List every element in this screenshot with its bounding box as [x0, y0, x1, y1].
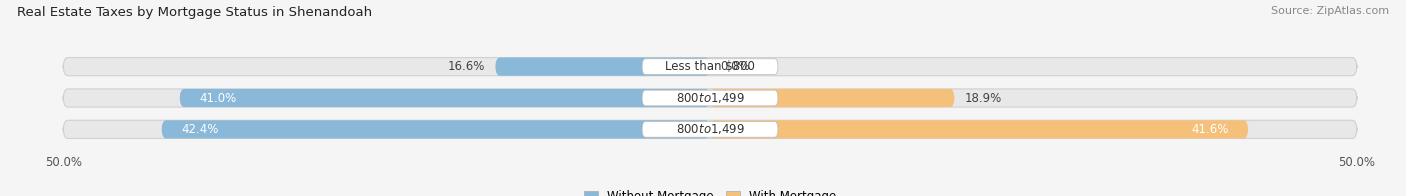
Text: 41.6%: 41.6% [1191, 123, 1229, 136]
FancyBboxPatch shape [643, 59, 778, 74]
FancyBboxPatch shape [63, 120, 1357, 138]
FancyBboxPatch shape [643, 122, 778, 137]
FancyBboxPatch shape [63, 89, 1357, 107]
Text: Less than $800: Less than $800 [665, 60, 755, 73]
Text: 18.9%: 18.9% [965, 92, 1002, 104]
FancyBboxPatch shape [643, 90, 778, 106]
FancyBboxPatch shape [710, 120, 1249, 138]
FancyBboxPatch shape [180, 89, 710, 107]
Text: 41.0%: 41.0% [200, 92, 236, 104]
Text: Real Estate Taxes by Mortgage Status in Shenandoah: Real Estate Taxes by Mortgage Status in … [17, 6, 373, 19]
FancyBboxPatch shape [495, 58, 710, 76]
Legend: Without Mortgage, With Mortgage: Without Mortgage, With Mortgage [579, 185, 841, 196]
FancyBboxPatch shape [162, 120, 710, 138]
FancyBboxPatch shape [63, 58, 1357, 76]
Text: Source: ZipAtlas.com: Source: ZipAtlas.com [1271, 6, 1389, 16]
Text: $800 to $1,499: $800 to $1,499 [675, 91, 745, 105]
FancyBboxPatch shape [710, 89, 955, 107]
Text: 42.4%: 42.4% [181, 123, 218, 136]
Text: $800 to $1,499: $800 to $1,499 [675, 122, 745, 136]
Text: 16.6%: 16.6% [447, 60, 485, 73]
Text: 0.0%: 0.0% [720, 60, 749, 73]
